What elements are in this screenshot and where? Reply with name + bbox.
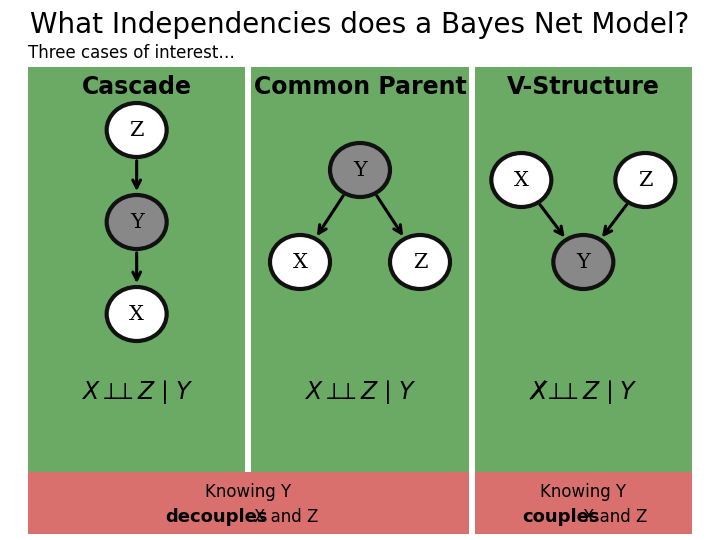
Text: X: X bbox=[514, 171, 528, 190]
Ellipse shape bbox=[491, 153, 552, 207]
Ellipse shape bbox=[330, 143, 390, 197]
Text: decouples: decouples bbox=[165, 508, 268, 525]
Text: V-Structure: V-Structure bbox=[507, 75, 660, 99]
Ellipse shape bbox=[616, 153, 675, 207]
Bar bbox=[474, 472, 692, 534]
Text: X: X bbox=[129, 305, 144, 323]
Text: couples: couples bbox=[523, 508, 600, 525]
Text: Z: Z bbox=[413, 253, 427, 272]
Text: Z: Z bbox=[638, 171, 652, 190]
Text: X and Z: X and Z bbox=[583, 508, 647, 525]
Text: X and Z: X and Z bbox=[254, 508, 318, 525]
Text: What Independencies does a Bayes Net Model?: What Independencies does a Bayes Net Mod… bbox=[30, 11, 690, 39]
Text: Cascade: Cascade bbox=[81, 75, 192, 99]
Text: Z: Z bbox=[130, 120, 144, 139]
Bar bbox=[28, 472, 469, 534]
Bar bbox=[28, 67, 246, 472]
Bar bbox=[474, 67, 692, 472]
Text: $X \perp\!\!\!\perp Z \mid Y$: $X \perp\!\!\!\perp Z \mid Y$ bbox=[304, 378, 416, 406]
Text: Three cases of interest…: Three cases of interest… bbox=[28, 44, 235, 62]
Ellipse shape bbox=[554, 235, 613, 289]
Ellipse shape bbox=[107, 287, 166, 341]
Bar bbox=[251, 67, 469, 472]
Text: Y: Y bbox=[353, 160, 367, 179]
Ellipse shape bbox=[107, 195, 166, 249]
Ellipse shape bbox=[270, 235, 330, 289]
Text: Knowing Y: Knowing Y bbox=[205, 483, 292, 501]
Text: $X \perp\!\!\!\perp Z \mid Y$: $X \perp\!\!\!\perp Z \mid Y$ bbox=[81, 378, 193, 406]
Ellipse shape bbox=[107, 103, 166, 157]
Text: Y: Y bbox=[577, 253, 590, 272]
Text: $X \not\!\perp\!\!\!\perp Z \mid Y$: $X \not\!\perp\!\!\!\perp Z \mid Y$ bbox=[529, 377, 638, 407]
Text: X: X bbox=[292, 253, 307, 272]
Text: Knowing Y: Knowing Y bbox=[540, 483, 626, 501]
Text: Common Parent: Common Parent bbox=[253, 75, 467, 99]
Ellipse shape bbox=[390, 235, 450, 289]
Text: Y: Y bbox=[130, 213, 143, 232]
